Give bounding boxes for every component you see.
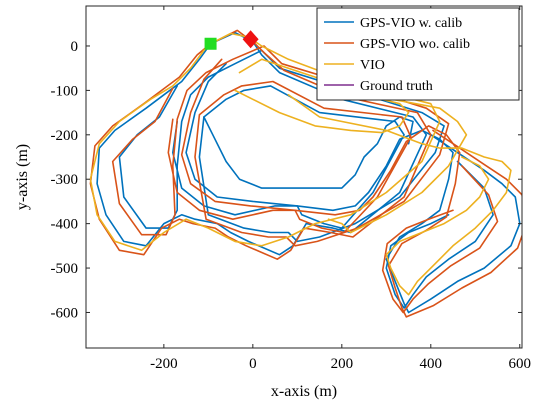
legend-label-2: VIO bbox=[360, 58, 385, 73]
y-tick-label: -300 bbox=[51, 172, 79, 188]
plot-traces bbox=[89, 29, 522, 318]
y-tick-label: -500 bbox=[51, 261, 79, 277]
series-0-segment-3 bbox=[185, 62, 521, 314]
y-tick-label: -400 bbox=[51, 217, 79, 233]
y-tick-label: -200 bbox=[51, 128, 79, 144]
start-marker bbox=[204, 37, 217, 50]
x-axis-title: x-axis (m) bbox=[271, 383, 337, 400]
x-axis-ticks: -200 0 200 400 600 bbox=[150, 6, 531, 372]
series-1-segment-1 bbox=[111, 45, 450, 247]
series-2-segment-2 bbox=[287, 94, 512, 296]
axes-box bbox=[85, 5, 523, 349]
legend-label-1: GPS-VIO wo. calib bbox=[360, 37, 470, 52]
y-axis-title: y-axis (m) bbox=[14, 144, 31, 210]
series-0-segment-2 bbox=[203, 116, 414, 189]
series-0-segment-1 bbox=[118, 49, 445, 243]
y-axis-ticks: 0 -100 -200 -300 -400 -500 -600 bbox=[51, 39, 522, 321]
series-1-segment-3 bbox=[381, 165, 499, 314]
series-2-segment-1 bbox=[238, 58, 468, 234]
end-marker bbox=[242, 30, 259, 49]
y-tick-label: -100 bbox=[51, 83, 79, 99]
x-tick-label: 400 bbox=[420, 356, 443, 372]
y-tick-label: 0 bbox=[71, 39, 79, 55]
x-tick-label: -200 bbox=[150, 356, 178, 372]
series-1-segment-2 bbox=[180, 58, 522, 318]
legend-label-0: GPS-VIO w. calib bbox=[360, 16, 462, 31]
x-tick-label: 200 bbox=[331, 356, 354, 372]
series-2-segment-3 bbox=[234, 89, 410, 134]
plot-markers bbox=[204, 30, 259, 50]
y-tick-label: -600 bbox=[51, 305, 79, 321]
legend-label-3: Ground truth bbox=[360, 79, 433, 94]
series-0-segment-4 bbox=[385, 160, 494, 309]
legend: GPS-VIO w. calib GPS-VIO wo. calib VIO Grou… bbox=[316, 7, 520, 101]
x-tick-label: 0 bbox=[249, 356, 257, 372]
x-tick-label: 600 bbox=[509, 356, 532, 372]
